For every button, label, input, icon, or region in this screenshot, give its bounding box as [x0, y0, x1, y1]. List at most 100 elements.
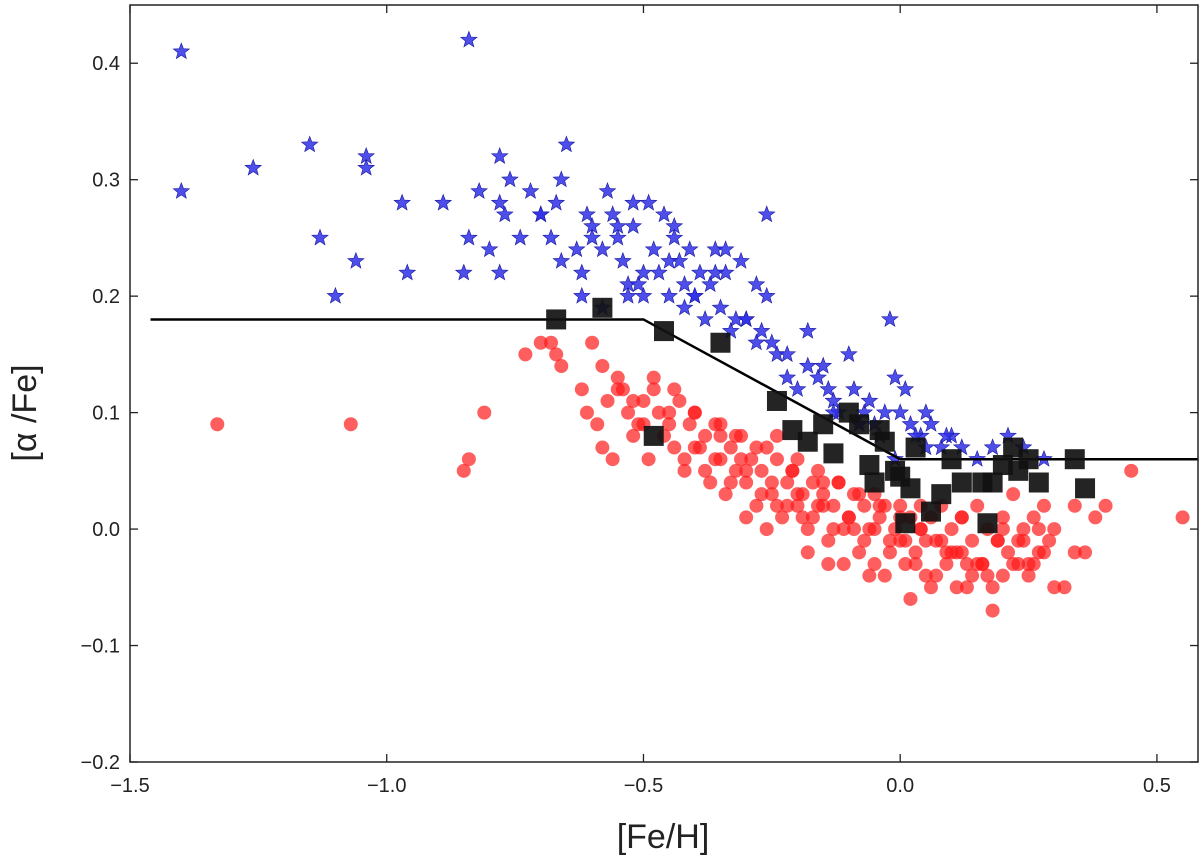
thin-disk-point [708, 417, 723, 432]
thin-disk-point [1098, 498, 1113, 513]
thin-disk-point [703, 475, 718, 490]
thin-disk-point [826, 522, 841, 537]
x-tick-label: 0.0 [886, 775, 914, 797]
cluster-point [864, 472, 885, 493]
thick-disk-point [398, 263, 417, 281]
thin-disk-point [713, 428, 728, 443]
cluster-point [643, 425, 664, 446]
x-axis-label: [Fe/H] [617, 818, 710, 856]
thick-disk-point [311, 228, 329, 246]
thick-disk-point [747, 333, 766, 351]
thin-disk-point [764, 487, 779, 502]
thin-disk-point [790, 452, 805, 467]
thin-disk-point [749, 498, 764, 513]
thin-disk-point [780, 498, 795, 513]
thin-disk-point [662, 417, 677, 432]
thin-disk-point [667, 382, 682, 397]
thin-disk-point [995, 568, 1010, 583]
thin-disk-point [1006, 487, 1021, 502]
thick-disk-point [608, 228, 627, 246]
thick-disk-point [819, 379, 838, 397]
thin-disk-point [477, 405, 492, 420]
thin-disk-point [605, 452, 620, 467]
thin-disk-point [518, 347, 533, 362]
thin-disk-point [790, 498, 805, 513]
thin-disk-point [836, 557, 851, 572]
thin-disk-point [533, 335, 548, 350]
thin-disk-point [600, 393, 615, 408]
thin-disk-point [857, 498, 872, 513]
thick-disk-point [660, 286, 678, 304]
thick-disk-point [752, 321, 771, 339]
thin-disk-point [831, 475, 846, 490]
thick-disk-point [798, 321, 817, 339]
thin-disk-point [687, 405, 702, 420]
thin-disk-point [995, 510, 1010, 525]
thin-disk-point [682, 417, 697, 432]
thick-disk-point [932, 438, 951, 456]
thin-disk-point [574, 382, 589, 397]
thin-disk-point [965, 568, 980, 583]
thick-disk-point [598, 181, 617, 199]
thin-disk-point [816, 498, 831, 513]
thin-disk-point [651, 405, 666, 420]
thick-disk-point [470, 181, 488, 199]
thin-disk-point [852, 487, 867, 502]
thick-disk-point [593, 240, 612, 258]
thin-disk-point [882, 545, 897, 560]
thin-disk-point [728, 428, 743, 443]
thin-disk-point [877, 568, 892, 583]
cluster-point [654, 321, 674, 342]
cluster-point [1064, 449, 1085, 470]
thick-disk-point [552, 170, 571, 188]
thick-disk-point [480, 240, 499, 258]
thin-disk-point [872, 510, 887, 525]
thick-disk-point [711, 298, 730, 316]
thin-disk-point [1021, 568, 1036, 583]
thick-disk-point [675, 298, 694, 316]
thin-disk-point [970, 498, 985, 513]
thin-disk-point [1124, 463, 1139, 478]
thick-disk-point [680, 240, 699, 258]
y-tick-label: 0.3 [92, 170, 120, 192]
thin-disk-point [1042, 533, 1057, 548]
boundary-line [150, 318, 1198, 461]
thin-disk-point [816, 487, 831, 502]
thin-disk-point [723, 440, 738, 455]
thin-disk-point [857, 533, 872, 548]
thick-disk-point [839, 345, 858, 362]
cluster-point [931, 484, 952, 505]
thin-disk-point [939, 557, 954, 572]
thin-disk-point [805, 510, 820, 525]
thin-disk-point [585, 335, 600, 350]
thin-disk-point [980, 568, 995, 583]
thick-disk-point [346, 251, 365, 269]
thick-disk-point [608, 216, 627, 234]
cluster-point [592, 297, 613, 318]
thin-disk-point [826, 498, 841, 513]
y-tick-label: −0.2 [81, 752, 120, 774]
thick-disk-point [624, 193, 643, 211]
thick-disk-point [845, 379, 863, 397]
thin-disk-point [769, 452, 784, 467]
thick-disk-point [757, 286, 776, 304]
thin-disk-point [821, 533, 836, 548]
thick-disk-point [634, 286, 653, 304]
thick-disk-point [573, 286, 591, 304]
cluster-point [905, 437, 926, 458]
cluster-point [921, 501, 941, 522]
thick-disk-point [573, 263, 591, 281]
thin-disk-point [836, 522, 851, 537]
thin-disk-point [754, 463, 769, 478]
thin-disk-point [677, 452, 692, 467]
thin-disk-point [579, 405, 594, 420]
thin-disk-point [646, 382, 661, 397]
thin-disk-point [646, 370, 661, 385]
thin-disk-point [739, 463, 754, 478]
thin-disk-point [1057, 580, 1072, 595]
thin-disk-point [959, 557, 974, 572]
x-tick-label: 0.5 [1143, 775, 1171, 797]
thin-disk-point [954, 510, 969, 525]
thin-disk-point [744, 452, 759, 467]
thin-disk-point [718, 487, 733, 502]
